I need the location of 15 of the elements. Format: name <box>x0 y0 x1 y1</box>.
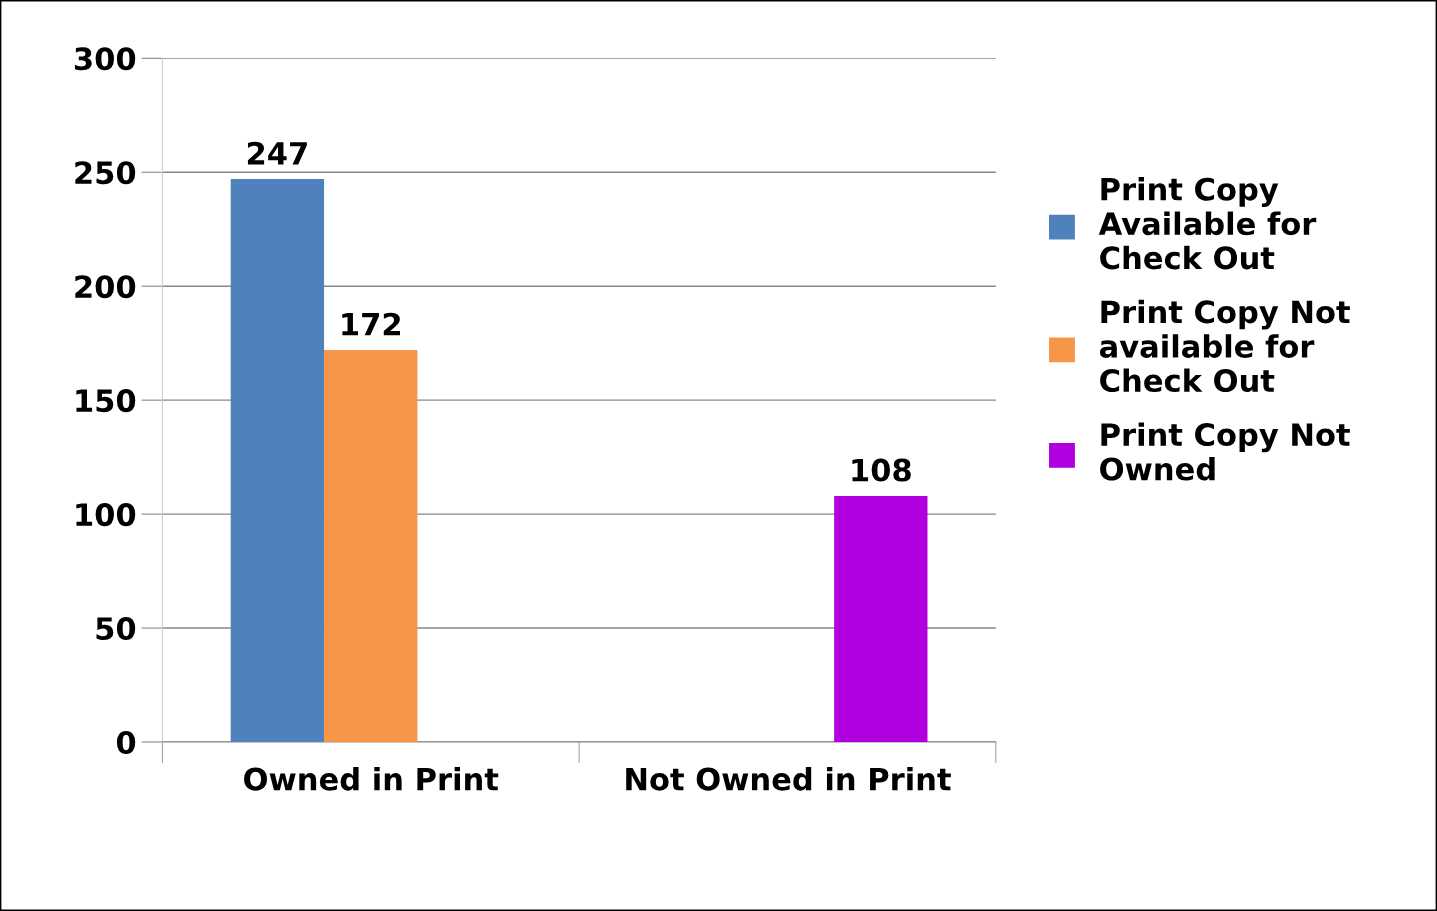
data-label: 172 <box>342 312 400 336</box>
legend-label: Print Copy Not available for Check Out <box>1099 299 1350 393</box>
x-tick-label: Not Owned in Print <box>626 767 951 791</box>
y-tick-label: 150 <box>76 389 136 413</box>
y-tick-label: 0 <box>116 730 136 755</box>
y-tick-label: 100 <box>76 503 136 527</box>
data-label: 247 <box>247 141 307 165</box>
y-tick-label: 300 <box>74 47 136 71</box>
y-tick-label: 250 <box>75 161 136 185</box>
y-tick-label: 200 <box>75 275 136 299</box>
data-label: 108 <box>852 458 911 482</box>
x-tick-label: Owned in Print <box>244 767 499 791</box>
legend-label: Print Copy Not Owned <box>1100 422 1350 481</box>
y-tick-label: 50 <box>96 616 136 641</box>
legend-label: Print Copy Available for Check Out <box>1098 177 1317 270</box>
